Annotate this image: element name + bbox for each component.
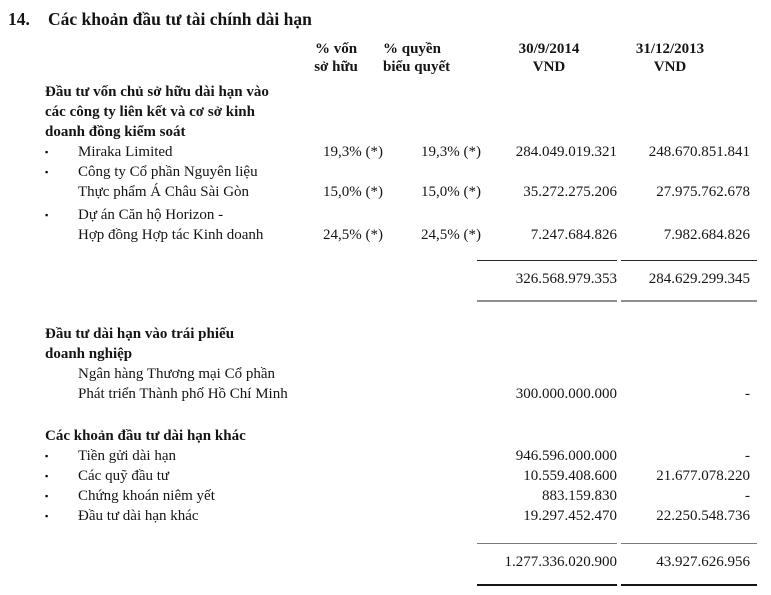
- amount-2014: 19.297.452.470: [523, 508, 617, 524]
- table-row: Ngân hàng Thương mại Cổ phần Phát triển …: [45, 364, 771, 404]
- amount-2014: 946.596.000.000: [515, 448, 617, 464]
- pct-ownership-value: 19,3% (*): [323, 144, 383, 160]
- amount-2014: 300.000.000.000: [515, 386, 617, 402]
- amount-2014: 883.159.830: [542, 488, 617, 504]
- bullet-icon: ▪: [45, 451, 49, 461]
- note-number: 14.: [8, 9, 30, 29]
- section-heading-equity-investments: Đầu tư vốn chủ sở hữu dài hạn vào các cô…: [45, 84, 269, 140]
- column-header-2013: 31/12/2013 VND: [635, 41, 705, 75]
- bullet-icon: ▪: [45, 167, 49, 177]
- note-title: 14. Các khoản đầu tư tài chính dài hạn: [0, 8, 771, 30]
- column-header-2014: 30/9/2014 VND: [518, 41, 580, 75]
- pct-ownership-value: 24,5% (*): [323, 227, 383, 243]
- rule-segment: [477, 584, 617, 586]
- total-2014: 1.277.336.020.900: [504, 554, 618, 570]
- bullet-icon: ▪: [45, 210, 49, 220]
- row-label: Phát triển Thành phố Hồ Chí Minh: [78, 386, 288, 402]
- amount-2013: -: [745, 448, 750, 464]
- total-rule-bottom: [477, 584, 771, 586]
- amount-2013: 7.982.684.826: [663, 227, 750, 243]
- rule-segment: [621, 584, 757, 586]
- rule-segment: [477, 543, 617, 544]
- amount-2014: 35.272.275.206: [523, 184, 617, 200]
- amount-2014: 7.247.684.826: [530, 227, 617, 243]
- column-header-pct-ownership: % vốn sở hữu: [314, 41, 358, 75]
- bullet-icon: ▪: [45, 471, 49, 481]
- row-label: Đầu tư dài hạn khác: [78, 508, 199, 524]
- total-rule-top: [477, 543, 771, 544]
- rule-segment: [621, 543, 757, 544]
- section-heading-other-investments: Các khoản đầu tư dài hạn khác: [45, 428, 246, 444]
- table-header-row: % vốn sở hữu % quyền biểu quyết 30/9/201…: [45, 40, 771, 76]
- subtotal-2014: 326.568.979.353: [515, 271, 617, 287]
- row-label: Miraka Limited: [78, 144, 173, 160]
- table-row: ▪ Tiền gửi dài hạn 946.596.000.000 -: [45, 446, 771, 466]
- amount-2013: 27.975.762.678: [656, 184, 750, 200]
- table-row: ▪ Miraka Limited 19,3% (*) 19,3% (*) 284…: [45, 142, 771, 162]
- row-label: Hợp đồng Hợp tác Kinh doanh: [78, 227, 264, 243]
- total-row: 1.277.336.020.900 43.927.626.956: [45, 552, 771, 572]
- row-label: Dự án Căn hộ Horizon -: [78, 207, 224, 223]
- row-label: Chứng khoán niêm yết: [78, 488, 215, 504]
- subtotal-2013: 284.629.299.345: [648, 271, 750, 287]
- table-row: ▪ Dự án Căn hộ Horizon - Hợp đồng Hợp tá…: [45, 205, 771, 245]
- page-title: Các khoản đầu tư tài chính dài hạn: [48, 9, 312, 29]
- table-row: ▪ Chứng khoán niêm yết 883.159.830 -: [45, 486, 771, 506]
- subtotal-rule-top: [477, 260, 771, 261]
- subtotal-rule-bottom: [477, 300, 771, 302]
- row-label: Tiền gửi dài hạn: [78, 448, 176, 464]
- section-heading-bond-investments: Đầu tư dài hạn vào trái phiếu doanh nghi…: [45, 326, 235, 362]
- pct-voting-value: 24,5% (*): [421, 227, 481, 243]
- column-header-pct-voting: % quyền biểu quyết: [383, 41, 451, 75]
- amount-2013: -: [745, 488, 750, 504]
- row-label: Các quỹ đầu tư: [78, 468, 170, 484]
- table-row: ▪ Đầu tư dài hạn khác 19.297.452.470 22.…: [45, 506, 771, 526]
- table-row: ▪ Công ty Cổ phần Nguyên liệu Thực phẩm …: [45, 162, 771, 202]
- row-label: Công ty Cổ phần Nguyên liệu: [78, 164, 258, 180]
- amount-2013: 248.670.851.841: [648, 144, 750, 160]
- rule-segment: [621, 260, 757, 261]
- amount-2013: -: [745, 386, 750, 402]
- total-2013: 43.927.626.956: [656, 554, 750, 570]
- amount-2014: 284.049.019.321: [515, 144, 617, 160]
- pct-ownership-value: 15,0% (*): [323, 184, 383, 200]
- table-row: ▪ Các quỹ đầu tư 10.559.408.600 21.677.0…: [45, 466, 771, 486]
- subtotal-row: 326.568.979.353 284.629.299.345: [45, 269, 771, 289]
- pct-voting-value: 19,3% (*): [421, 144, 481, 160]
- row-label: Ngân hàng Thương mại Cổ phần: [78, 366, 276, 382]
- row-label: Thực phẩm Á Châu Sài Gòn: [78, 184, 250, 200]
- rule-segment: [621, 300, 757, 302]
- amount-2013: 22.250.548.736: [656, 508, 750, 524]
- pct-voting-value: 15,0% (*): [421, 184, 481, 200]
- bullet-icon: ▪: [45, 511, 49, 521]
- bullet-icon: ▪: [45, 491, 49, 501]
- rule-segment: [477, 300, 617, 302]
- amount-2014: 10.559.408.600: [523, 468, 617, 484]
- rule-segment: [477, 260, 617, 261]
- bullet-icon: ▪: [45, 147, 49, 157]
- amount-2013: 21.677.078.220: [656, 468, 750, 484]
